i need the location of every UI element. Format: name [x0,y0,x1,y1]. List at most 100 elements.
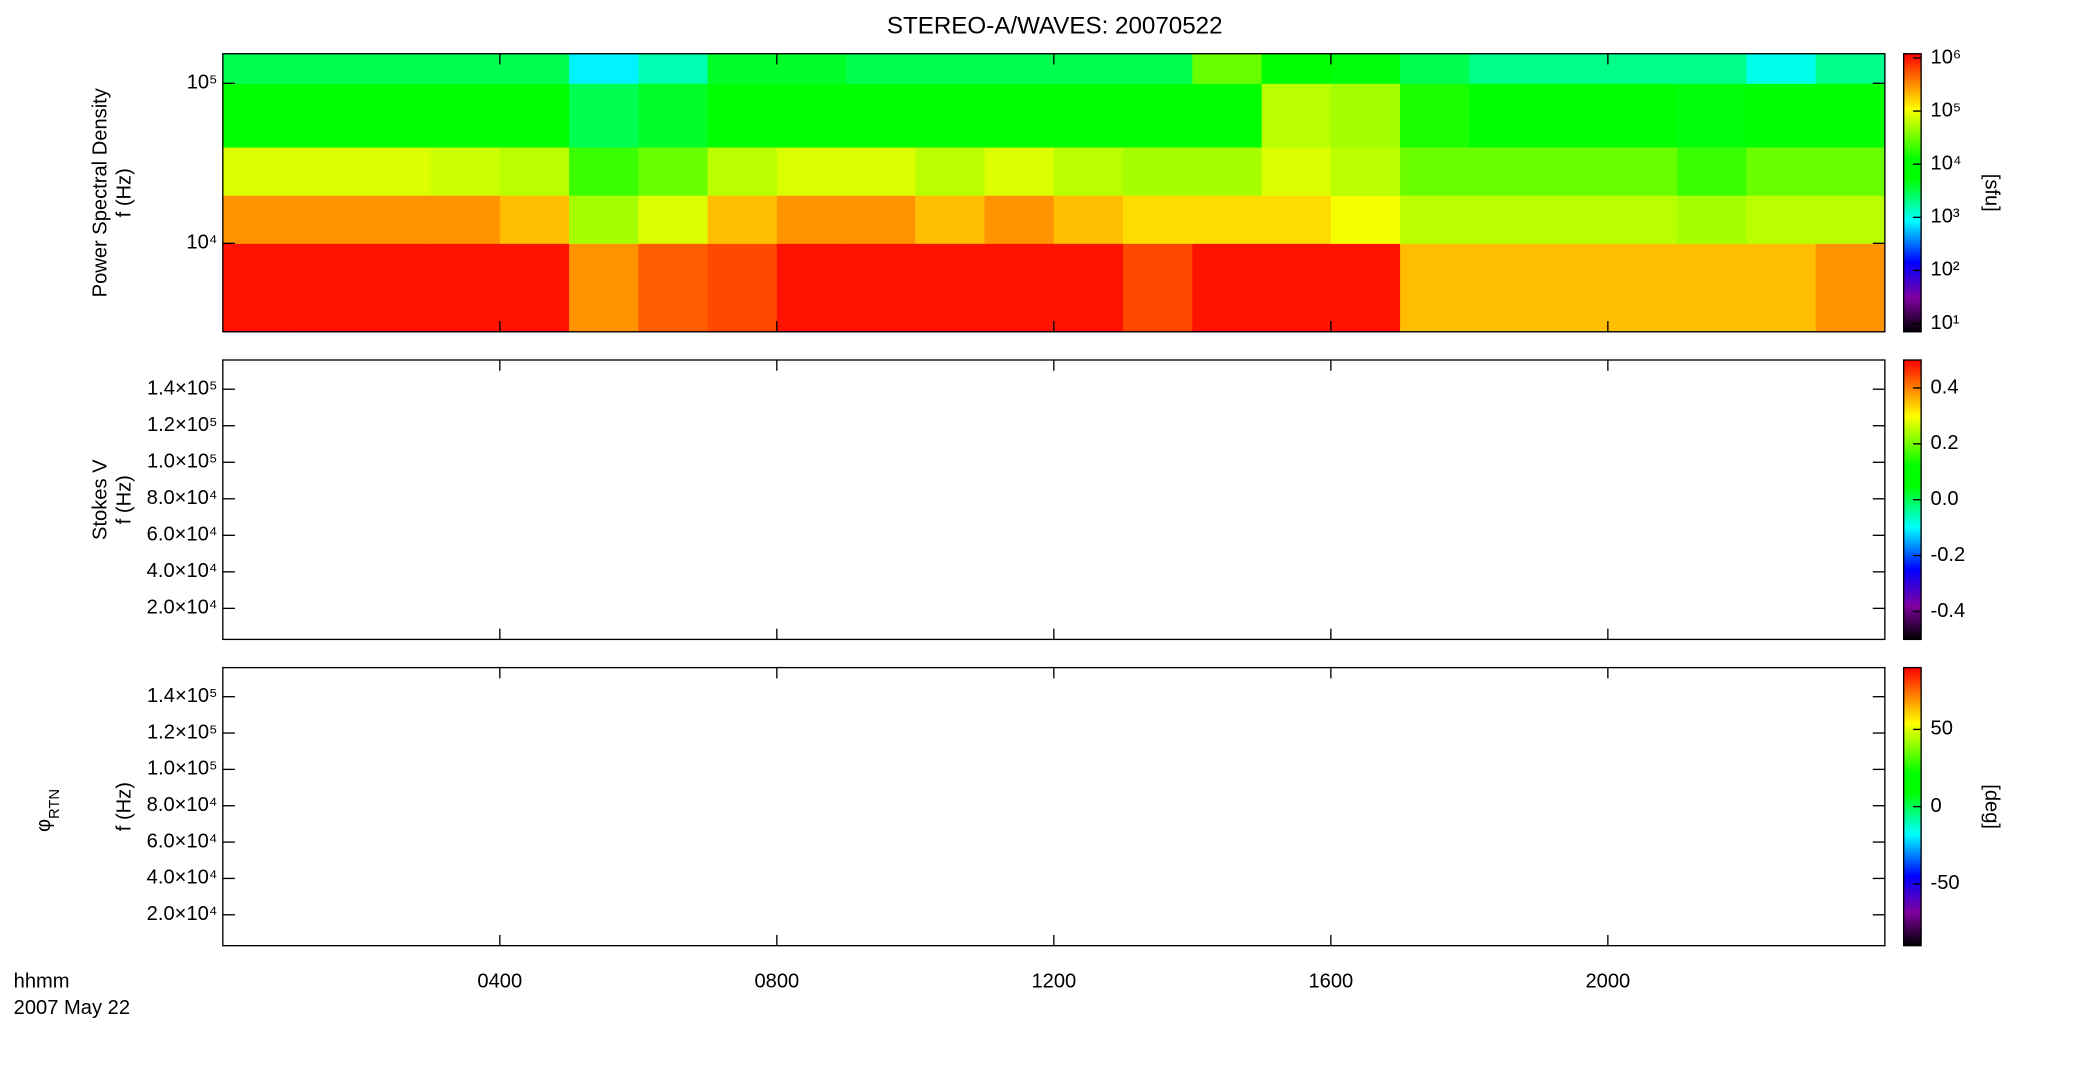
heatmap-cell [1192,146,1263,196]
y-tick-label: 8.0×10⁴ [147,794,218,816]
heatmap-cell [1815,195,1886,244]
colorbar-tick-label: 10⁴ [1931,152,1962,174]
heatmap-cell [915,243,986,333]
heatmap-cell [361,195,432,244]
x-axis-date: 2007 May 22 [14,997,130,1019]
heatmap-cell [1538,53,1609,84]
heatmap-cell [361,53,432,84]
heatmap-cell [1123,83,1193,148]
heatmap-cell [638,195,709,244]
heatmap-cell [1053,83,1124,148]
y-tick-label: 1.0×10⁵ [147,451,217,473]
heatmap-cell [1330,146,1401,196]
heatmap-cell [984,146,1055,196]
heatmap-cell [222,195,293,244]
heatmap-cell [1469,195,1540,244]
colorbar-tick-label: 10⁶ [1931,46,1962,68]
heatmap-cell [984,195,1055,244]
heatmap-cell [1330,83,1401,148]
y-tick-label: 4.0×10⁴ [147,560,218,582]
plot-frame [222,666,1886,947]
heatmap-cell [1677,243,1747,333]
x-tick-label: 2000 [1585,970,1630,992]
heatmap-cell [1400,53,1470,84]
heatmap-cell [707,53,778,84]
heatmap-cell [1469,83,1540,148]
heatmap-cell [569,146,639,196]
heatmap-cell [1677,146,1747,196]
heatmap-cell [1192,83,1263,148]
y-tick-label: 6.0×10⁴ [147,830,218,852]
heatmap-cell [292,243,362,333]
y-axis-label: f (Hz) [113,782,135,831]
y-axis-symbol: φ [33,819,55,832]
heatmap-cell [430,243,501,333]
heatmap-cell [1261,53,1332,84]
heatmap-cell [1815,83,1886,148]
heatmap-cell [430,53,501,84]
heatmap-cell [1400,243,1470,333]
heatmap-cell [292,83,362,148]
heatmap-cell [846,195,916,244]
colorbar-tick-label: 0.2 [1931,432,1959,454]
colorbar-tick-label: 10³ [1931,206,1960,228]
heatmap-cell [1192,195,1263,244]
heatmap-cell [499,53,570,84]
heatmap-cell [984,243,1055,333]
y-tick-label: 10⁵ [187,72,218,94]
heatmap-cell [1607,195,1678,244]
heatmap-cell [776,53,847,84]
heatmap-cell [1330,243,1401,333]
heatmap-cell [1607,53,1678,84]
heatmap-cell [1469,53,1540,84]
heatmap-cell [707,243,778,333]
heatmap-cell [1815,53,1886,84]
heatmap-cell [292,146,362,196]
x-tick-label: 1600 [1308,970,1353,992]
heatmap-cell [1123,53,1193,84]
heatmap-cell [292,195,362,244]
heatmap-cell [707,83,778,148]
heatmap-cell [292,53,362,84]
heatmap-cell [707,146,778,196]
heatmap-cell [1123,146,1193,196]
colorbar-tick-label: 0.0 [1931,488,1959,510]
colorbar-tick-label: 0 [1931,795,1942,817]
heatmap-cell [222,243,293,333]
heatmap-cell [1192,53,1263,84]
heatmap-cell [638,53,709,84]
heatmap-cell [1607,83,1678,148]
heatmap-cell [915,146,986,196]
heatmap-cell [776,243,847,333]
heatmap-cell [499,83,570,148]
heatmap-cell [1746,53,1817,84]
y-tick-label: 8.0×10⁴ [147,487,218,509]
heatmap-cell [1677,53,1747,84]
heatmap-cell [569,53,639,84]
y-axis-subscript: RTN [47,789,63,819]
heatmap-cell [1746,83,1817,148]
y-tick-label: 1.2×10⁵ [147,414,217,436]
heatmap-cell [1053,53,1124,84]
y-axis-label: Stokes V [89,459,111,540]
y-tick-label: 1.0×10⁵ [147,758,217,780]
heatmap-cell [846,146,916,196]
y-axis-label: f (Hz) [113,168,135,217]
x-tick-label: 0800 [754,970,799,992]
heatmap-cell [1469,243,1540,333]
heatmap-cell [1330,53,1401,84]
heatmap-cell [776,146,847,196]
heatmap-cell [638,243,709,333]
heatmap-cell [1746,146,1817,196]
heatmap-cell [569,83,639,148]
heatmap-cell [569,243,639,333]
heatmap-cell [1400,83,1470,148]
heatmap-cell [569,195,639,244]
heatmap-cell [361,243,432,333]
heatmap-cell [430,146,501,196]
colorbar-tick-label: 10¹ [1931,312,1960,334]
heatmap-cell [1538,195,1609,244]
y-tick-label: 2.0×10⁴ [147,903,218,925]
heatmap-cell [499,243,570,333]
